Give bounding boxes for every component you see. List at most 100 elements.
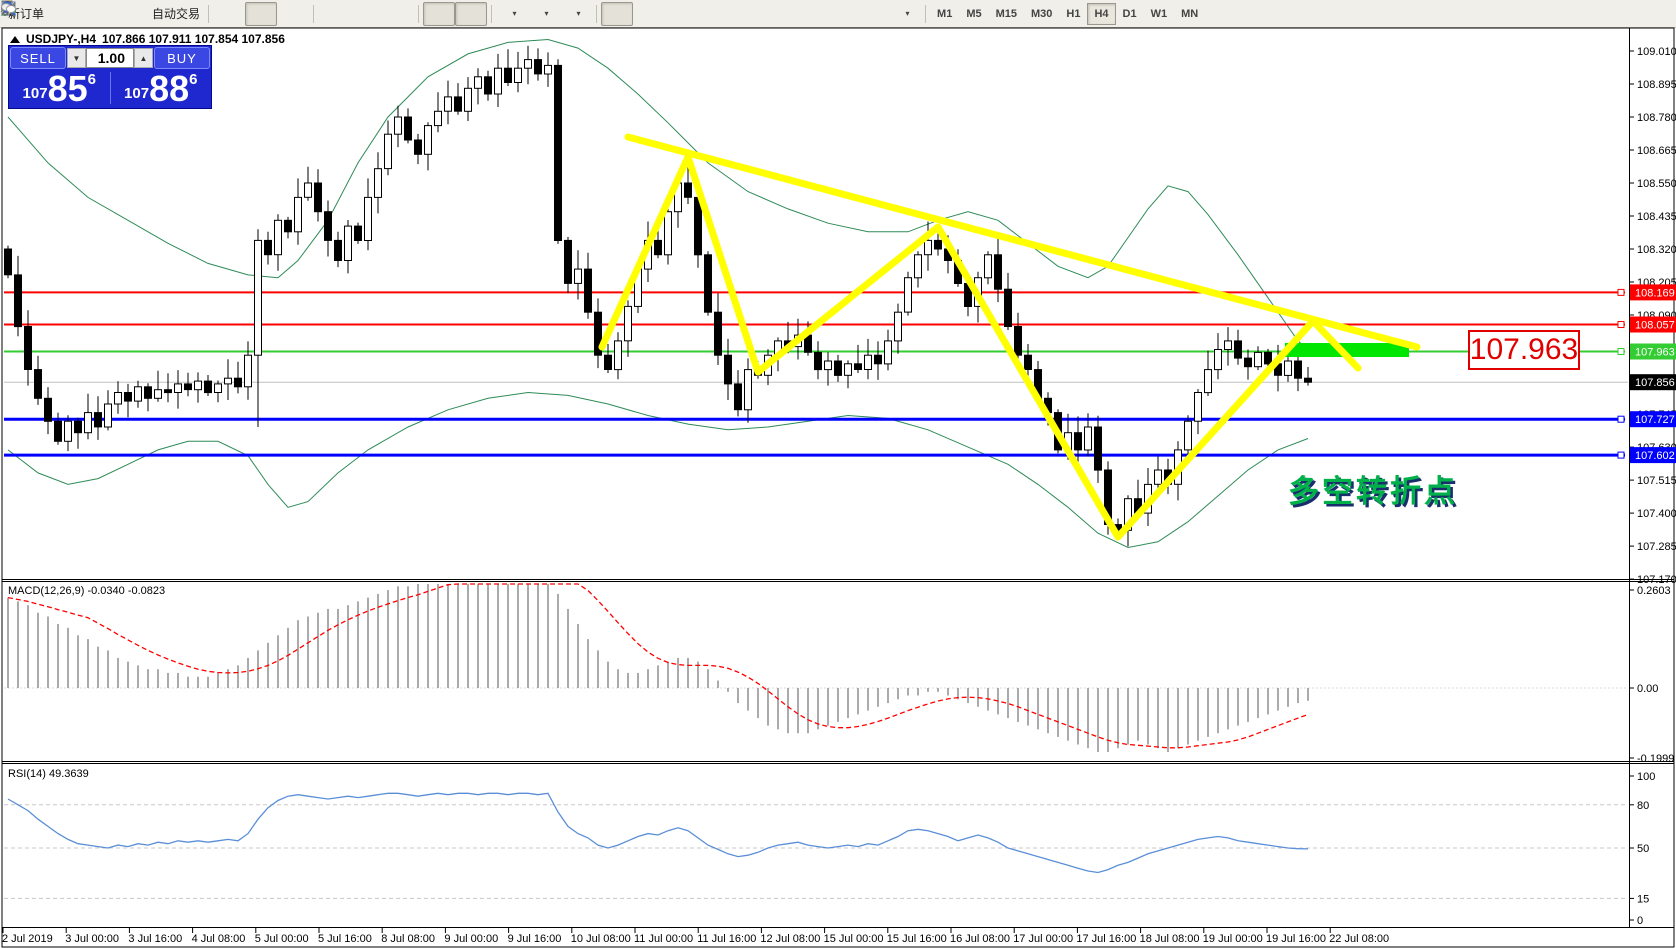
chart-title: USDJPY-,H4 107.866 107.911 107.854 107.8… (10, 32, 285, 46)
svg-text:107.170: 107.170 (1637, 574, 1676, 586)
chevron-down-icon[interactable]: ▾ (576, 9, 581, 18)
timeframe-h4-button[interactable]: H4 (1087, 2, 1116, 25)
toolbar-separator (491, 4, 493, 23)
svg-text:80: 80 (1637, 800, 1649, 812)
new-order-button-label: 新订单 (8, 7, 45, 21)
svg-text:22 Jul 08:00: 22 Jul 08:00 (1329, 933, 1389, 945)
timeframe-d1-button[interactable]: D1 (1122, 7, 1137, 20)
timeframe-w1-button[interactable]: W1 (1150, 7, 1168, 20)
autotrading-button-label: 自动交易 (152, 7, 201, 21)
svg-text:10 Jul 08:00: 10 Jul 08:00 (571, 933, 631, 945)
svg-text:107.963: 107.963 (1635, 347, 1675, 359)
svg-text:107.602: 107.602 (1635, 450, 1675, 462)
volume-decrease-button[interactable]: ▼ (67, 48, 86, 68)
svg-text:11 Jul 00:00: 11 Jul 00:00 (634, 933, 693, 945)
candlesticks (4, 45, 1312, 547)
svg-text:18 Jul 08:00: 18 Jul 08:00 (1140, 933, 1200, 945)
svg-text:107.727: 107.727 (1635, 414, 1675, 426)
chart-border (1, 27, 1675, 948)
svg-text:0.2603: 0.2603 (1637, 585, 1671, 597)
sell-button[interactable]: SELL (10, 47, 66, 69)
price-callout-box[interactable]: 107.963 (1468, 330, 1580, 370)
sell-price-sup: 6 (87, 71, 96, 88)
svg-text:-0.1999: -0.1999 (1637, 753, 1674, 765)
rsi-panel: 100 80 50 15 0 (4, 771, 1655, 927)
svg-text:8 Jul 08:00: 8 Jul 08:00 (381, 933, 435, 945)
svg-text:15 Jul 00:00: 15 Jul 00:00 (824, 933, 884, 945)
buy-button[interactable]: BUY (154, 47, 210, 69)
svg-text:9 Jul 00:00: 9 Jul 00:00 (444, 933, 498, 945)
toolbar-separator (596, 4, 598, 23)
svg-text:107.856: 107.856 (1635, 377, 1675, 389)
timeframe-mn-button[interactable]: MN (1181, 7, 1199, 20)
svg-text:19 Jul 16:00: 19 Jul 16:00 (1266, 933, 1326, 945)
svg-text:108.665: 108.665 (1637, 145, 1676, 157)
svg-text:100: 100 (1637, 771, 1655, 783)
sell-price[interactable]: 107 85 6 (9, 68, 110, 109)
svg-text:107.400: 107.400 (1637, 508, 1676, 520)
chevron-down-icon[interactable]: ▾ (512, 9, 517, 18)
timeframe-m15-button[interactable]: M15 (995, 7, 1017, 20)
macd-indicator-label: MACD(12,26,9) -0.0340 -0.0823 (8, 585, 166, 597)
toolbar-separator (208, 4, 210, 23)
svg-text:0.00: 0.00 (1637, 683, 1658, 695)
svg-text:17 Jul 16:00: 17 Jul 16:00 (1076, 933, 1136, 945)
svg-text:4 Jul 08:00: 4 Jul 08:00 (192, 933, 246, 945)
toolbar-separator (313, 4, 315, 23)
svg-text:109.010: 109.010 (1637, 46, 1676, 58)
svg-text:15 Jul 16:00: 15 Jul 16:00 (887, 933, 947, 945)
svg-text:17 Jul 00:00: 17 Jul 00:00 (1013, 933, 1073, 945)
turning-point-annotation[interactable]: 多空转折点 (1288, 474, 1458, 509)
cursor-button[interactable] (5, 1, 634, 26)
bollinger-bands (7, 38, 1309, 549)
green-highlight-box[interactable] (1285, 343, 1409, 357)
descending-trendline (624, 133, 1421, 351)
volume-input[interactable]: 1.00 (86, 48, 134, 68)
svg-text:5 Jul 00:00: 5 Jul 00:00 (255, 933, 309, 945)
macd-panel: 0.2603 0.00 -0.1999 (4, 583, 1674, 765)
chevron-down-icon[interactable]: ▾ (544, 9, 549, 18)
svg-text:9 Jul 16:00: 9 Jul 16:00 (508, 933, 562, 945)
volume-increase-button[interactable]: ▲ (134, 48, 153, 68)
svg-text:5 Jul 16:00: 5 Jul 16:00 (318, 933, 372, 945)
price-axis: 109.010 108.895 108.780 108.665 108.550 108.4… (1629, 46, 1676, 586)
svg-text:107.515: 107.515 (1637, 475, 1676, 487)
timeframe-m1-button[interactable]: M1 (937, 7, 953, 20)
chat-button[interactable] (1, 2, 1676, 26)
buy-price[interactable]: 107 88 6 (111, 68, 212, 109)
svg-text:108.780: 108.780 (1637, 112, 1676, 124)
toolbar-separator (925, 4, 927, 23)
ohlc-values: 107.866 107.911 107.854 107.856 (102, 32, 285, 46)
collapse-icon[interactable] (10, 35, 20, 43)
buy-price-prefix: 107 (124, 85, 150, 102)
timeframe-m5-button[interactable]: M5 (966, 7, 982, 20)
svg-text:107.285: 107.285 (1637, 541, 1676, 553)
buy-price-big: 88 (149, 68, 190, 109)
timeframe-m30-button[interactable]: M30 (1031, 7, 1053, 20)
buy-price-sup: 6 (189, 71, 198, 88)
chevron-down-icon[interactable]: ▾ (905, 9, 910, 18)
symbol-period-label: USDJPY-,H4 (26, 32, 97, 46)
zigzag-pattern (598, 153, 1317, 541)
svg-text:0: 0 (1637, 915, 1643, 927)
sell-price-prefix: 107 (22, 85, 48, 102)
svg-text:108.169: 108.169 (1635, 287, 1675, 299)
toolbar-separator (418, 4, 420, 23)
svg-text:50: 50 (1637, 843, 1649, 855)
svg-text:16 Jul 08:00: 16 Jul 08:00 (950, 933, 1010, 945)
svg-text:108.895: 108.895 (1637, 79, 1676, 91)
rejection-segment (1309, 317, 1362, 372)
yellow-pattern-lines[interactable] (598, 133, 1421, 541)
timeframe-h1-button[interactable]: H1 (1066, 7, 1081, 20)
svg-text:108.320: 108.320 (1637, 244, 1676, 256)
sell-price-big: 85 (47, 68, 88, 109)
svg-text:19 Jul 00:00: 19 Jul 00:00 (1203, 933, 1263, 945)
svg-text:3 Jul 16:00: 3 Jul 16:00 (128, 933, 182, 945)
one-click-trading-panel: SELL ▼ 1.00 ▲ BUY 107 85 6 107 88 6 (8, 45, 212, 109)
svg-text:12 Jul 08:00: 12 Jul 08:00 (760, 933, 820, 945)
time-axis: 2 Jul 2019 3 Jul 00:00 3 Jul 16:00 4 Jul 08… (2, 928, 1389, 945)
macd-signal-line (7, 583, 1309, 749)
svg-text:108.550: 108.550 (1637, 178, 1676, 190)
